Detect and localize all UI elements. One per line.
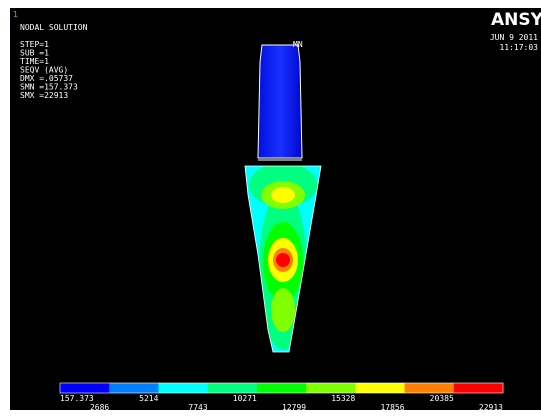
logo: ANSYS bbox=[491, 10, 541, 30]
legend-swatch bbox=[355, 383, 405, 393]
region bbox=[276, 253, 290, 267]
legend-label: 10271 bbox=[233, 394, 257, 403]
legend-label: 12799 bbox=[282, 403, 306, 412]
info-title: NODAL SOLUTION bbox=[20, 23, 88, 32]
region bbox=[271, 288, 295, 332]
legend-swatch bbox=[405, 383, 455, 393]
legend-label: 7743 bbox=[188, 403, 207, 412]
screenshot: 1 NODAL SOLUTION MN ANSYS JUN 9 2011 11:… bbox=[0, 0, 541, 416]
legend-label: 20385 bbox=[430, 394, 454, 403]
legend-swatch bbox=[257, 383, 307, 393]
legend-swatch bbox=[208, 383, 258, 393]
legend-swatch bbox=[60, 383, 110, 393]
date: JUN 9 2011 bbox=[490, 33, 538, 42]
legend-swatch bbox=[109, 383, 159, 393]
window-number: 1 bbox=[13, 10, 18, 19]
legend-label: 5214 bbox=[139, 394, 158, 403]
legend-label: 157.373 bbox=[60, 394, 94, 403]
time: 11:17:03 bbox=[499, 43, 538, 52]
legend-label: 22913 bbox=[479, 403, 503, 412]
legend-swatch bbox=[158, 383, 208, 393]
legend-label: 2686 bbox=[90, 403, 109, 412]
legend-label: 15328 bbox=[331, 394, 355, 403]
min-marker: MN bbox=[293, 40, 303, 49]
cylinder bbox=[258, 45, 302, 158]
info-line: SMX =22913 bbox=[20, 91, 68, 100]
region bbox=[271, 187, 295, 203]
legend-swatch bbox=[454, 383, 504, 393]
legend-label: 17856 bbox=[380, 403, 404, 412]
legend-swatch bbox=[306, 383, 356, 393]
